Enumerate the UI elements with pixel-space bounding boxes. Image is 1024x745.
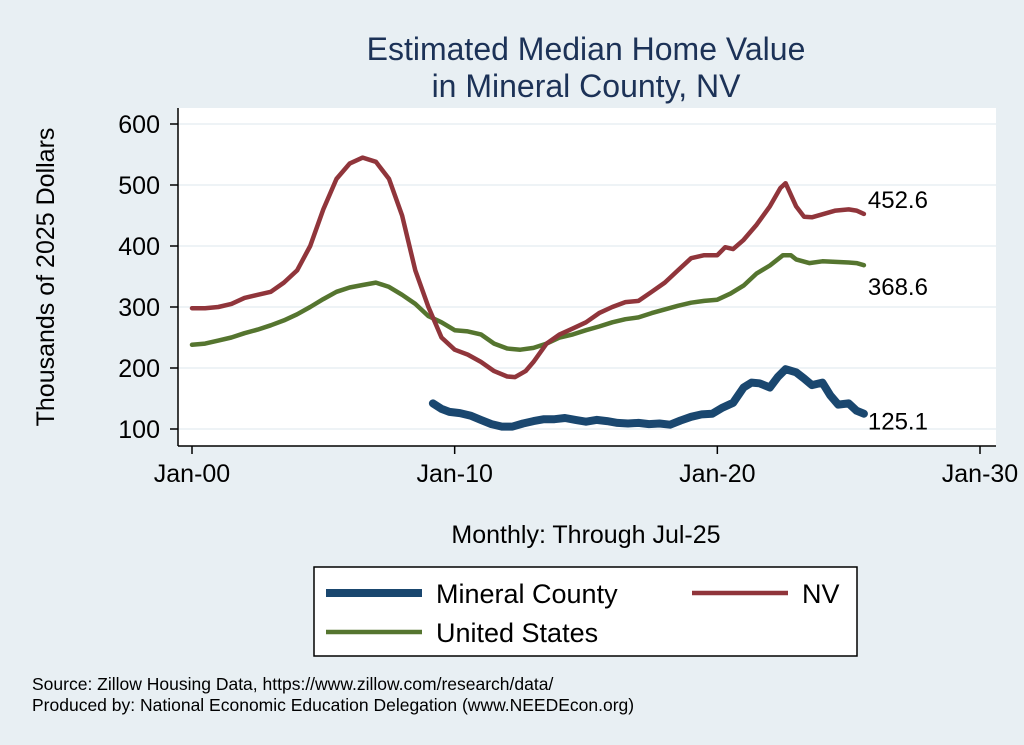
axes: 100 200 300 400 500 600 Jan-00 Jan-10 Jan-20 Jan-…	[118, 108, 1018, 488]
end-labels: 125.1 452.6 368.6	[868, 187, 928, 436]
y-tick-label-300: 300	[118, 294, 160, 322]
source-line-2: Produced by: National Economic Education…	[32, 695, 634, 715]
series-line-united-states	[189, 252, 867, 352]
legend-box	[313, 566, 858, 657]
end-label-nv: 452.6	[868, 187, 928, 214]
legend-label-united-states: United States	[436, 618, 598, 648]
x-tick-label-2020: Jan-20	[679, 460, 755, 488]
y-tick-label-500: 500	[118, 172, 160, 200]
x-tick-label-2000: Jan-00	[154, 460, 230, 488]
y-axis-label: Thousands of 2025 Dollars	[32, 128, 60, 427]
source-line-1: Source: Zillow Housing Data, https://www…	[32, 674, 553, 694]
plot-area	[178, 108, 996, 446]
legend: Mineral County NV United States	[313, 566, 858, 657]
y-tick-label-100: 100	[118, 416, 160, 444]
y-tick-label-400: 400	[118, 233, 160, 261]
y-tick-label-600: 600	[118, 111, 160, 139]
chart-title-line-1: Estimated Median Home Value	[367, 31, 806, 67]
x-tick-label-2010: Jan-10	[416, 460, 492, 488]
end-label-united-states: 368.6	[868, 274, 928, 301]
legend-label-mineral-county: Mineral County	[436, 579, 618, 609]
legend-label-nv: NV	[802, 579, 840, 609]
x-axis-label: Monthly: Through Jul-25	[451, 521, 720, 549]
end-label-mineral-county: 125.1	[868, 409, 928, 436]
y-tick-label-200: 200	[118, 355, 160, 383]
series-line-mineral-county	[428, 365, 868, 431]
chart-title-line-2: in Mineral County, NV	[432, 68, 742, 104]
series-lines	[189, 155, 868, 431]
x-tick-label-2030: Jan-30	[942, 460, 1018, 488]
series-line-nv	[189, 155, 867, 380]
gridlines	[178, 123, 996, 430]
